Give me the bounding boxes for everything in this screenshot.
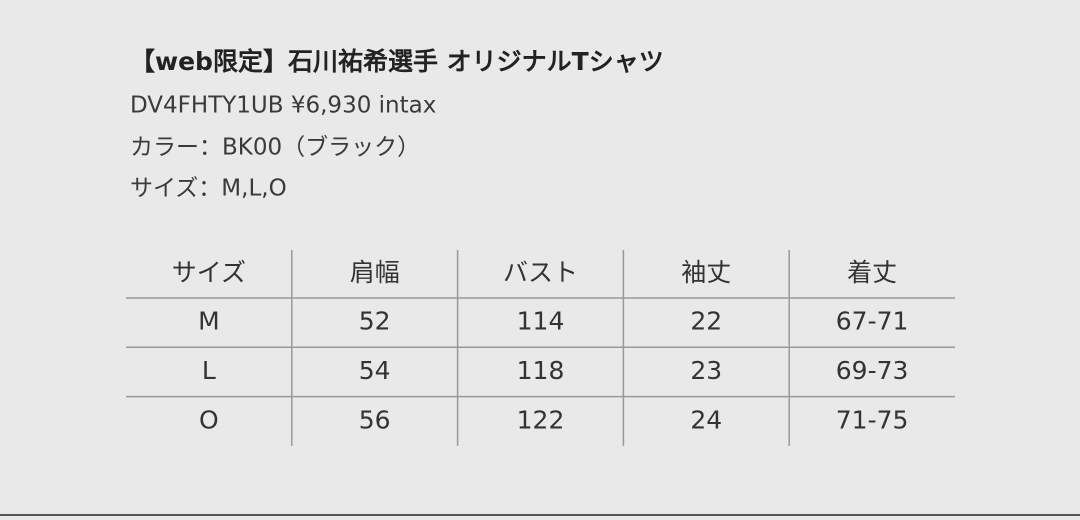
table-cell: M (198, 307, 220, 336)
header-cell: 袖丈 (681, 258, 731, 287)
header-cell: バスト (503, 258, 578, 287)
table-cell: 24 (690, 405, 722, 434)
table-cell: 71-75 (836, 405, 909, 434)
product-title: 【web限定】石川祐希選手 オリジナルTシャツ (130, 47, 664, 76)
table-cell: 54 (359, 356, 391, 385)
table-cell: 52 (359, 307, 391, 336)
table-cell: 69-73 (836, 356, 909, 385)
table-cell: O (199, 405, 219, 434)
product-color: カラー：BK00（ブラック） (130, 135, 420, 161)
table-cell: 56 (359, 405, 391, 434)
header-cell: 肩幅 (350, 258, 400, 287)
table-cell: 67-71 (836, 307, 909, 336)
product-sizes: サイズ：M,L,O (130, 176, 287, 202)
table-cell: 114 (517, 307, 565, 336)
size-table: サイズ 肩幅 バスト 袖丈 着丈 M 52 114 22 67-71 L 54 118 23 69-73 O 5… (126, 250, 955, 446)
table-cell: 22 (690, 307, 722, 336)
table-cell: 23 (690, 356, 722, 385)
table-cell: 118 (517, 356, 565, 385)
table-cell: L (202, 356, 216, 385)
product-code-price: DV4FHTY1UB ¥6,930 intax (130, 93, 436, 119)
table-cell: 122 (517, 405, 565, 434)
header-cell: サイズ (172, 258, 246, 287)
header-cell: 着丈 (847, 258, 897, 287)
